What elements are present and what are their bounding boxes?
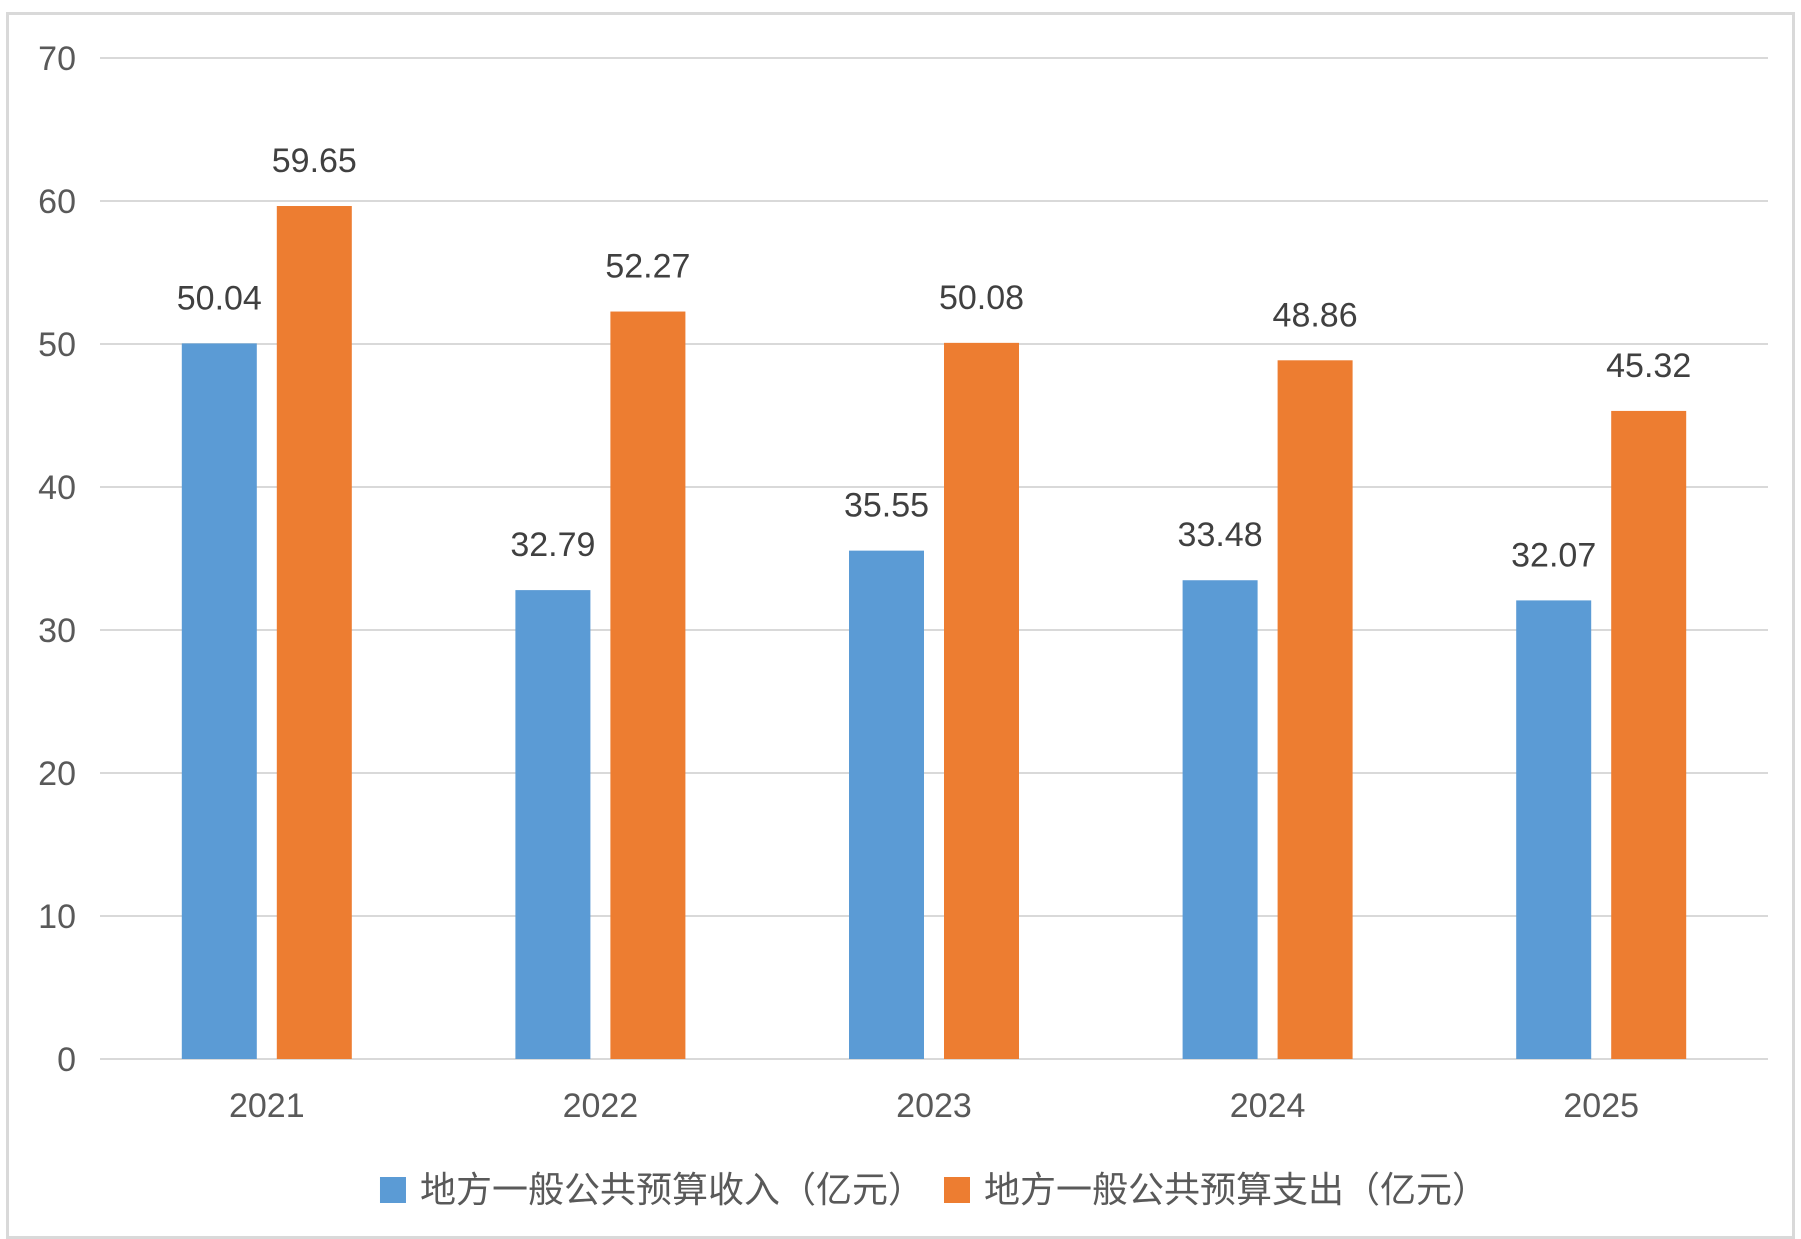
data-label-2021-series-1: 50.04	[177, 279, 262, 317]
y-tick-label: 50	[38, 326, 76, 364]
bar-2021-series-1	[181, 343, 257, 1060]
y-tick-label: 20	[38, 755, 76, 793]
bar-2022-series-2	[610, 311, 686, 1059]
bar-2025-series-1	[1516, 600, 1592, 1059]
x-tick-label-2021: 2021	[229, 1087, 305, 1125]
bar-2024-series-1	[1182, 580, 1258, 1059]
data-label-2024-series-1: 33.48	[1178, 516, 1263, 554]
data-label-2022-series-1: 32.79	[510, 526, 595, 564]
legend-swatch	[379, 1177, 406, 1203]
data-label-2025-series-2: 45.32	[1606, 347, 1691, 385]
y-tick-label: 10	[38, 898, 76, 936]
y-tick-label: 30	[38, 612, 76, 650]
data-label-2021-series-2: 59.65	[272, 142, 357, 180]
x-tick-label-2023: 2023	[896, 1087, 972, 1125]
legend: 地方一般公共预算收入（亿元） 地方一般公共预算支出（亿元）	[379, 1170, 1488, 1211]
data-label-2022-series-2: 52.27	[605, 248, 690, 286]
y-tick-label: 70	[38, 40, 76, 78]
x-axis-ticks: 2021 2022 2023 2024 2025	[229, 1087, 1639, 1125]
data-labels: 50.04 59.65 32.79 52.27 35.55 50.08 33.48 48.86…	[177, 142, 1691, 574]
bar-2021-series-2	[276, 206, 352, 1059]
bar-2023-series-2	[944, 342, 1019, 1060]
x-tick-label-2024: 2024	[1230, 1087, 1306, 1125]
x-tick-label-2025: 2025	[1563, 1087, 1639, 1125]
bar-2025-series-2	[1611, 410, 1687, 1059]
legend-label: 地方一般公共预算收入（亿元）	[420, 1170, 924, 1211]
legend-label: 地方一般公共预算支出（亿元）	[984, 1170, 1488, 1211]
x-tick-label-2022: 2022	[563, 1087, 639, 1125]
data-label-2024-series-2: 48.86	[1273, 296, 1358, 334]
bar-2024-series-2	[1277, 360, 1353, 1059]
y-tick-label: 40	[38, 469, 76, 507]
data-label-2025-series-1: 32.07	[1511, 536, 1596, 574]
legend-swatch	[944, 1177, 970, 1203]
bar-2023-series-1	[849, 550, 924, 1059]
y-tick-label: 0	[57, 1041, 76, 1079]
y-tick-label: 60	[38, 183, 76, 221]
data-label-2023-series-1: 35.55	[844, 487, 929, 525]
gridlines	[100, 57, 1768, 1060]
data-label-2023-series-2: 50.08	[939, 279, 1024, 317]
bars	[181, 206, 1687, 1060]
bar-2022-series-1	[515, 590, 591, 1059]
legend-item-series-1: 地方一般公共预算收入（亿元）	[379, 1170, 924, 1211]
y-axis-ticks: 0 10 20 30 40 50 60 70	[38, 40, 76, 1079]
legend-item-series-2: 地方一般公共预算支出（亿元）	[944, 1170, 1488, 1211]
